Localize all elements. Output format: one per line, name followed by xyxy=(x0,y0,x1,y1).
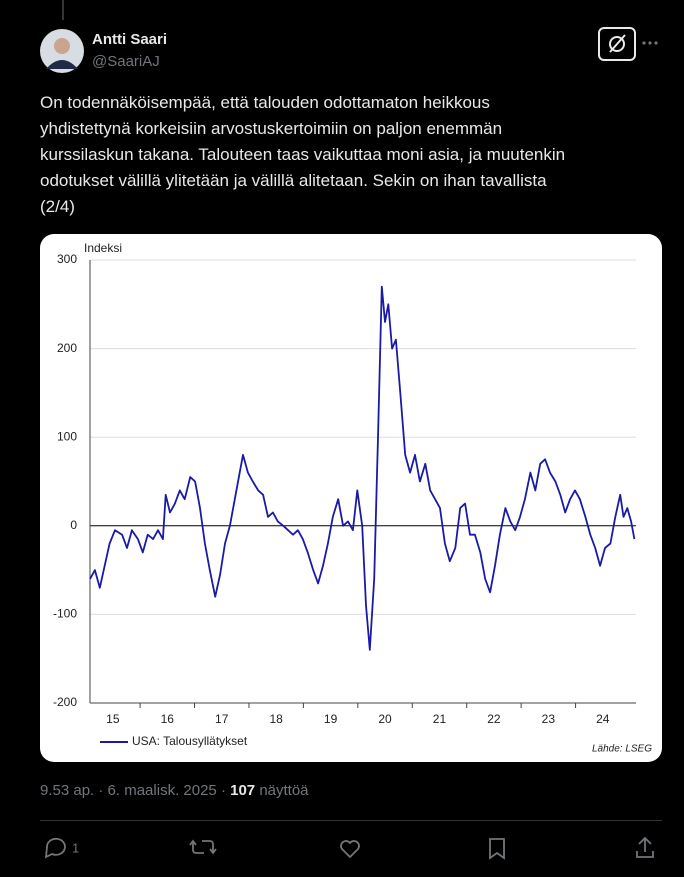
action-bar: 1 xyxy=(44,836,654,860)
chart-card: Indeksi Lähde: LSEG -200 -100 0 100 200 300 15… xyxy=(40,234,662,762)
view-label: näyttöä xyxy=(259,782,309,799)
x-tick-label: 23 xyxy=(542,712,556,726)
x-tick-label: 17 xyxy=(215,712,229,726)
bookmark-button[interactable] xyxy=(489,838,505,860)
avatar[interactable] xyxy=(40,29,84,73)
x-tick-label: 24 xyxy=(596,712,610,726)
reply-count: 1 xyxy=(72,840,79,855)
y-tick-label: 300 xyxy=(57,252,77,266)
y-tick-label: 200 xyxy=(57,341,77,355)
text-line: yhdistettynä korkeisiin arvostuskertoimi… xyxy=(40,119,503,138)
y-tick-label: 0 xyxy=(70,518,77,532)
view-count: 107 xyxy=(230,782,256,799)
text-line: kurssilaskun takana. Talouteen taas vaik… xyxy=(40,145,566,164)
chart: Indeksi Lähde: LSEG -200 -100 0 100 200 300 15… xyxy=(53,241,652,755)
reply-button[interactable] xyxy=(44,837,66,859)
y-axis-label: Indeksi xyxy=(84,241,122,255)
timestamp[interactable]: 9.53 ap. · 6. maalisk. 2025 · xyxy=(40,782,226,799)
separator xyxy=(40,820,662,821)
more-button[interactable] xyxy=(641,38,661,48)
text-line: On todennäköisempää, että talouden odott… xyxy=(40,93,490,112)
tweet-text: On todennäköisempää, että talouden odott… xyxy=(40,90,565,220)
thread-line xyxy=(62,0,64,20)
x-tick-label: 19 xyxy=(324,712,338,726)
y-tick-label: -200 xyxy=(53,695,77,709)
share-button[interactable] xyxy=(636,836,654,858)
author-handle[interactable]: @SaariAJ xyxy=(92,53,160,70)
x-tick-label: 15 xyxy=(106,712,120,726)
y-tick-label: -100 xyxy=(53,607,77,621)
grok-button[interactable] xyxy=(598,27,638,63)
x-tick-label: 20 xyxy=(378,712,392,726)
text-line: odotukset välillä ylitetään ja välillä a… xyxy=(40,171,547,190)
timestamp-row: 9.53 ap. · 6. maalisk. 2025 · 107 näyttö… xyxy=(40,782,309,799)
like-button[interactable] xyxy=(340,840,360,859)
series-line xyxy=(89,285,636,651)
text-line: (2/4) xyxy=(40,197,75,216)
legend-label: USA: Talousyllätykset xyxy=(132,734,248,748)
x-tick-label: 21 xyxy=(433,712,447,726)
x-tick-label: 16 xyxy=(161,712,175,726)
source: Lähde: LSEG xyxy=(592,744,652,755)
x-tick-label: 22 xyxy=(487,712,501,726)
author-name[interactable]: Antti Saari xyxy=(92,31,168,48)
y-tick-label: 100 xyxy=(57,429,77,443)
x-tick-label: 18 xyxy=(269,712,283,726)
repost-button[interactable] xyxy=(189,839,217,855)
